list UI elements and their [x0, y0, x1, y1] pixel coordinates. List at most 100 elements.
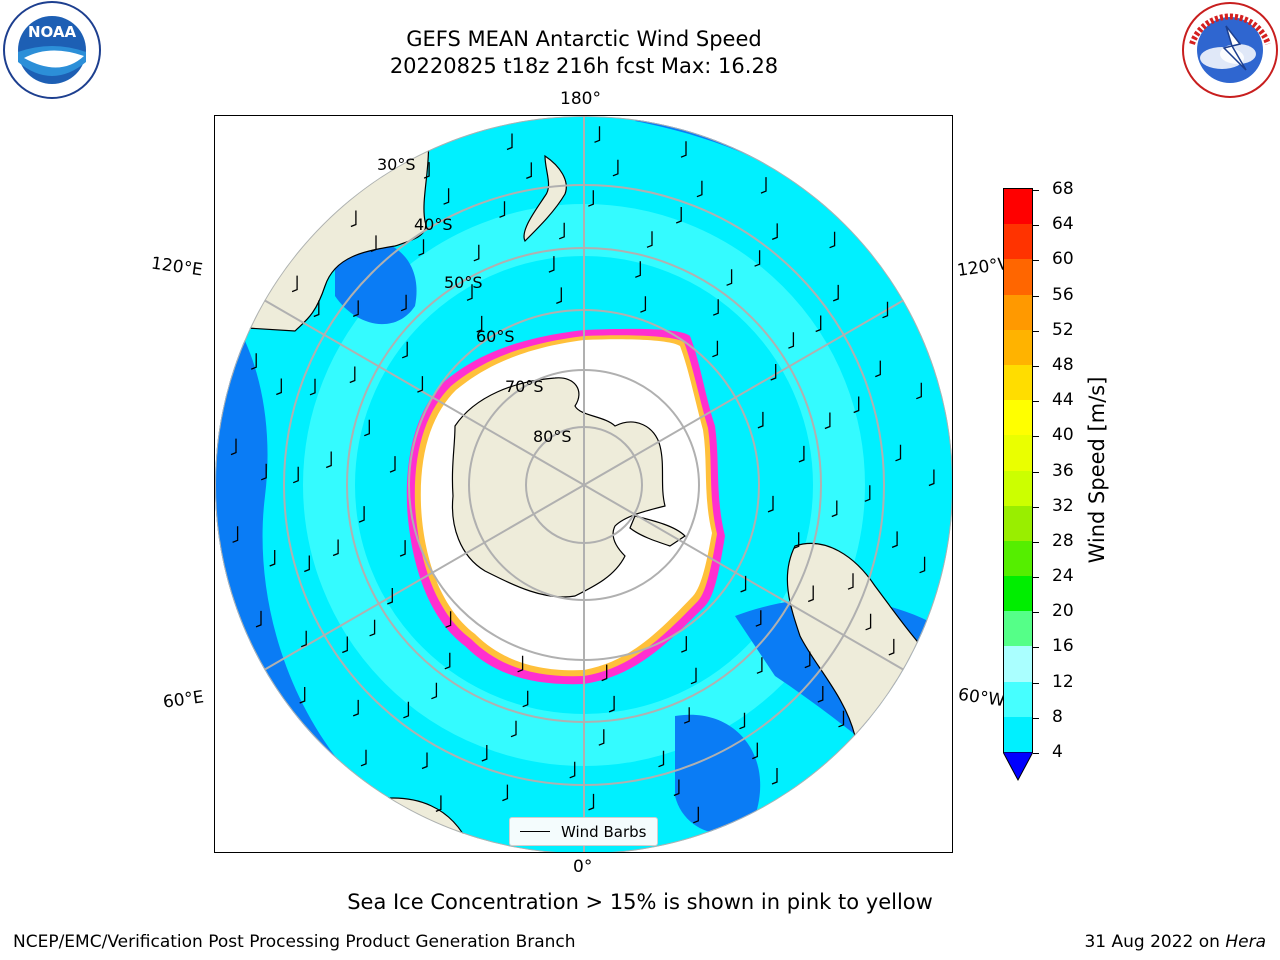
wind-barb — [435, 795, 442, 813]
wind-barb — [352, 699, 359, 717]
wind-barb — [360, 749, 367, 767]
lat-label-80s: 80°S — [533, 427, 572, 446]
noaa-logo-text: NOAA — [28, 23, 77, 41]
nws-logo — [1176, 0, 1280, 100]
colorbar-tick-label: 4 — [1052, 742, 1063, 762]
colorbar-tick-label: 56 — [1052, 284, 1074, 305]
wind-barb — [740, 575, 747, 593]
wind-barb — [352, 300, 359, 318]
wind-barb — [817, 686, 824, 703]
wind-barb — [853, 396, 860, 414]
colorbar-tick — [1033, 225, 1039, 227]
colorbar-tick-label: 28 — [1052, 530, 1074, 551]
wind-barb — [332, 539, 339, 557]
wind-barb — [417, 376, 424, 393]
wind-barb — [683, 707, 690, 724]
wind-barb — [838, 710, 845, 728]
wind-barb — [895, 444, 902, 462]
wind-barb — [767, 495, 774, 513]
colorbar-tick — [1033, 436, 1039, 438]
wind-barb — [757, 411, 764, 429]
colorbar-tick-label: 60 — [1052, 249, 1074, 270]
legend-line — [520, 831, 550, 832]
wind-barb — [291, 275, 298, 293]
colorbar-tick — [1033, 717, 1039, 719]
colorbar-tick — [1033, 190, 1039, 191]
wind-barb — [681, 636, 687, 653]
wind-barb — [712, 299, 719, 316]
wind-barb — [300, 630, 307, 648]
colorbar-tick — [1033, 365, 1039, 367]
polar-map: 30°S 40°S 50°S 60°S 70°S 80°S — [215, 116, 952, 852]
footer-date: 31 Aug 2022 on Hera — [1084, 932, 1266, 952]
wind-barb — [476, 315, 483, 333]
footer-credit: NCEP/EMC/Verification Post Processing Pr… — [13, 932, 576, 952]
wind-barb — [793, 532, 800, 549]
wind-barb — [250, 353, 257, 370]
wind-barb — [756, 657, 763, 674]
wind-barb — [510, 720, 517, 738]
light-wind-region-south — [675, 714, 761, 834]
colorbar-tick-label: 20 — [1052, 601, 1074, 622]
wind-barb — [690, 667, 697, 685]
wind-barb — [443, 188, 450, 205]
map-legend: Wind Barbs — [509, 817, 658, 846]
wind-barb — [608, 695, 615, 713]
land-antarctica — [451, 377, 666, 598]
wind-barbs — [230, 126, 935, 842]
colorbar-segment — [1004, 400, 1032, 436]
wind-barb — [481, 745, 488, 762]
wind-barb — [865, 613, 872, 631]
wind-barb — [358, 506, 365, 523]
wind-barb — [370, 235, 377, 253]
wind-barb — [815, 315, 822, 333]
colorbar-tick-label: 68 — [1052, 179, 1074, 199]
wind-barb — [255, 610, 262, 628]
lon-label-180: 180° — [560, 89, 601, 109]
colorbar-tick — [1033, 330, 1039, 332]
wind-barb — [313, 300, 320, 318]
wind-barb — [292, 466, 299, 484]
wind-barb — [558, 222, 565, 240]
colorbar-tick-label: 16 — [1052, 636, 1074, 657]
lon-label-60w: 60°W — [956, 684, 1007, 712]
wind-barb — [675, 207, 682, 224]
wind-barb — [325, 451, 332, 469]
colorbar-tick — [1033, 471, 1039, 473]
wind-barb — [588, 793, 595, 811]
wind-barb — [309, 378, 316, 396]
wind-barb — [831, 500, 838, 518]
wind-barb — [693, 806, 699, 824]
wind-barb — [232, 526, 239, 543]
wind-barb — [499, 201, 506, 218]
colorbar-segment — [1004, 470, 1032, 506]
wind-barb — [696, 180, 703, 198]
wind-barb — [829, 231, 836, 249]
wind-barb — [798, 445, 805, 463]
wind-barb — [387, 588, 393, 605]
colorbar-tick — [1033, 577, 1039, 579]
colorbar-tick-label: 12 — [1052, 671, 1074, 692]
wind-barb — [726, 269, 733, 286]
wind-barb — [807, 585, 814, 603]
colorbar-tick-label: 24 — [1052, 566, 1074, 587]
wind-barb — [418, 239, 425, 256]
wind-barb — [526, 162, 532, 180]
footer-date-text: 31 Aug 2022 on — [1084, 932, 1226, 952]
wind-barb — [919, 556, 926, 574]
colorbar-tick — [1033, 753, 1039, 754]
wind-barb — [891, 531, 898, 549]
caption: Sea Ice Concentration > 15% is shown in … — [347, 890, 933, 914]
colorbar-tick — [1033, 612, 1039, 614]
wind-barb — [680, 141, 687, 158]
lon-label-120e: 120°E — [149, 253, 204, 281]
wind-barb — [466, 284, 473, 301]
wind-barb — [847, 573, 854, 590]
wind-barb — [350, 210, 357, 228]
colorbar-tick — [1033, 682, 1039, 684]
lat-label-50s: 50°S — [444, 273, 483, 292]
lon-label-0: 0° — [573, 857, 593, 877]
wind-barb — [832, 284, 839, 302]
wind-barb — [342, 636, 348, 654]
wind-barb — [445, 611, 452, 628]
